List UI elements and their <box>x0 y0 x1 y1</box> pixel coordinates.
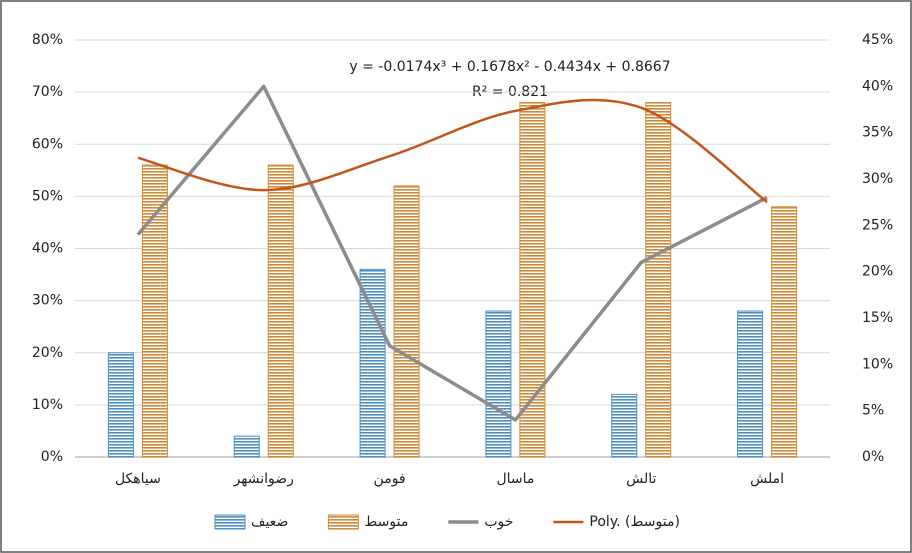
y2-tick-label: 30% <box>862 171 893 187</box>
y2-tick-label: 35% <box>862 125 893 141</box>
bar <box>359 268 386 458</box>
y-tick-label: 0% <box>41 449 63 465</box>
y2-tick-label: 45% <box>862 32 893 48</box>
y2-tick-label: 5% <box>862 403 884 419</box>
y2-tick-label: 15% <box>862 310 893 326</box>
bar <box>485 310 512 458</box>
y-tick-label: 80% <box>32 32 63 48</box>
bar <box>141 164 168 458</box>
trend-equation: y = -0.0174x³ + 0.1678x² - 0.4434x + 0.8… <box>349 59 670 75</box>
legend-label: متوسط <box>364 514 408 530</box>
bar <box>233 435 260 458</box>
y-tick-label: 70% <box>32 84 63 100</box>
x-tick-label: سیاهکل <box>115 471 161 487</box>
y2-tick-label: 0% <box>862 449 884 465</box>
bar <box>737 310 764 458</box>
y-tick-label: 40% <box>32 241 63 257</box>
bar <box>645 102 672 458</box>
bar <box>107 352 134 458</box>
legend-label: خوب <box>484 514 513 530</box>
y2-tick-label: 20% <box>862 264 893 280</box>
x-tick-label: ماسال <box>496 471 534 487</box>
legend-swatch <box>214 514 246 530</box>
x-tick-label: رضوانشهر <box>233 471 294 487</box>
legend-label: ضعیف <box>251 514 288 530</box>
legend-swatch <box>327 514 359 530</box>
bar <box>611 393 638 458</box>
legend-label: Poly. (متوسط) <box>589 514 680 530</box>
y-tick-label: 50% <box>32 188 63 204</box>
x-tick-label: فومن <box>374 471 406 487</box>
y-tick-label: 20% <box>32 345 63 361</box>
x-tick-label: تالش <box>626 471 656 487</box>
bar <box>771 206 798 458</box>
y-tick-label: 60% <box>32 136 63 152</box>
y-tick-label: 30% <box>32 293 63 309</box>
bar <box>519 102 546 458</box>
bar <box>267 164 294 458</box>
x-tick-label: املش <box>750 471 784 487</box>
y2-tick-label: 40% <box>862 78 893 94</box>
trendline <box>137 98 768 204</box>
y-tick-label: 10% <box>32 397 63 413</box>
line-series <box>136 84 768 422</box>
y2-tick-label: 10% <box>862 356 893 372</box>
bar <box>393 185 420 458</box>
y2-tick-label: 25% <box>862 217 893 233</box>
